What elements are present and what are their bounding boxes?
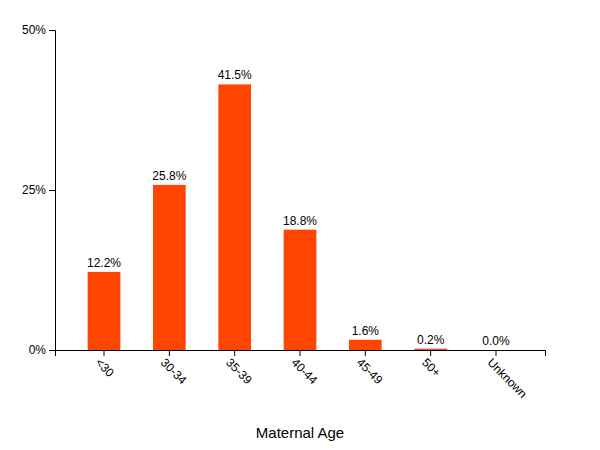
chart-svg: 0% 25% 50% <30 30-34 35-39 40-44 45-49 50+ Unknow…: [0, 0, 600, 450]
x-tick-mark: [496, 350, 497, 356]
x-axis-title: Maternal Age: [256, 424, 344, 441]
bar: [218, 84, 251, 350]
y-tick-label: 0%: [29, 343, 47, 357]
bar: [414, 349, 447, 350]
data-label: 18.8%: [283, 214, 317, 228]
x-tick: Unknown: [485, 350, 530, 401]
y-tick-mark: [49, 350, 55, 351]
y-axis-line: [49, 31, 56, 351]
y-tick-label: 25%: [22, 183, 46, 197]
chart-container: 0% 25% 50% <30 30-34 35-39 40-44 45-49 50+ Unknow…: [0, 0, 600, 450]
x-tick-mark: [430, 350, 431, 356]
x-tick-mark: [365, 350, 366, 356]
x-tick: 35-39: [223, 350, 255, 387]
data-label: 0.0%: [482, 334, 510, 348]
x-tick: <30: [93, 350, 118, 380]
bar: [349, 340, 382, 350]
plot-area: 0% 25% 50% <30 30-34 35-39 40-44 45-49 50+ Unknow…: [22, 23, 546, 400]
x-tick-label: 30-34: [158, 356, 190, 388]
bar: [480, 350, 513, 351]
x-tick-mark: [300, 350, 301, 356]
data-label: 41.5%: [218, 68, 252, 82]
x-axis: <30 30-34 35-39 40-44 45-49 50+ Unknown: [56, 350, 546, 401]
bars: [88, 84, 447, 350]
y-axis: 0% 25% 50%: [22, 23, 56, 357]
y-tick-mark: [49, 190, 55, 191]
x-tick-mark: [104, 350, 105, 356]
x-tick: 45-49: [354, 350, 386, 387]
bar: [88, 272, 121, 350]
y-tick: 25%: [22, 183, 55, 197]
x-tick-label: <30: [93, 356, 118, 381]
bar: [284, 230, 317, 350]
data-label: 25.8%: [152, 169, 186, 183]
bar: [153, 185, 186, 350]
data-label: 0.2%: [417, 333, 445, 347]
y-tick: 50%: [22, 23, 55, 37]
y-tick-label: 50%: [22, 23, 46, 37]
data-label: 12.2%: [87, 256, 121, 270]
x-tick-label: 50+: [419, 356, 443, 380]
data-label: 1.6%: [352, 324, 380, 338]
x-tick-mark: [169, 350, 170, 356]
y-tick-mark: [49, 30, 55, 31]
x-tick: 40-44: [289, 350, 321, 387]
x-tick-label: Unknown: [485, 356, 530, 401]
x-axis-line: [56, 351, 546, 357]
x-tick: 50+: [419, 350, 443, 380]
x-tick-label: 40-44: [289, 356, 321, 388]
x-tick-label: 35-39: [223, 356, 255, 388]
data-labels: 12.2% 25.8% 41.5% 18.8% 1.6% 0.2% 0.0%: [87, 68, 510, 348]
x-tick-mark: [234, 350, 235, 356]
y-tick: 0%: [29, 343, 55, 357]
x-tick: 30-34: [158, 350, 190, 387]
x-tick-label: 45-49: [354, 356, 386, 388]
